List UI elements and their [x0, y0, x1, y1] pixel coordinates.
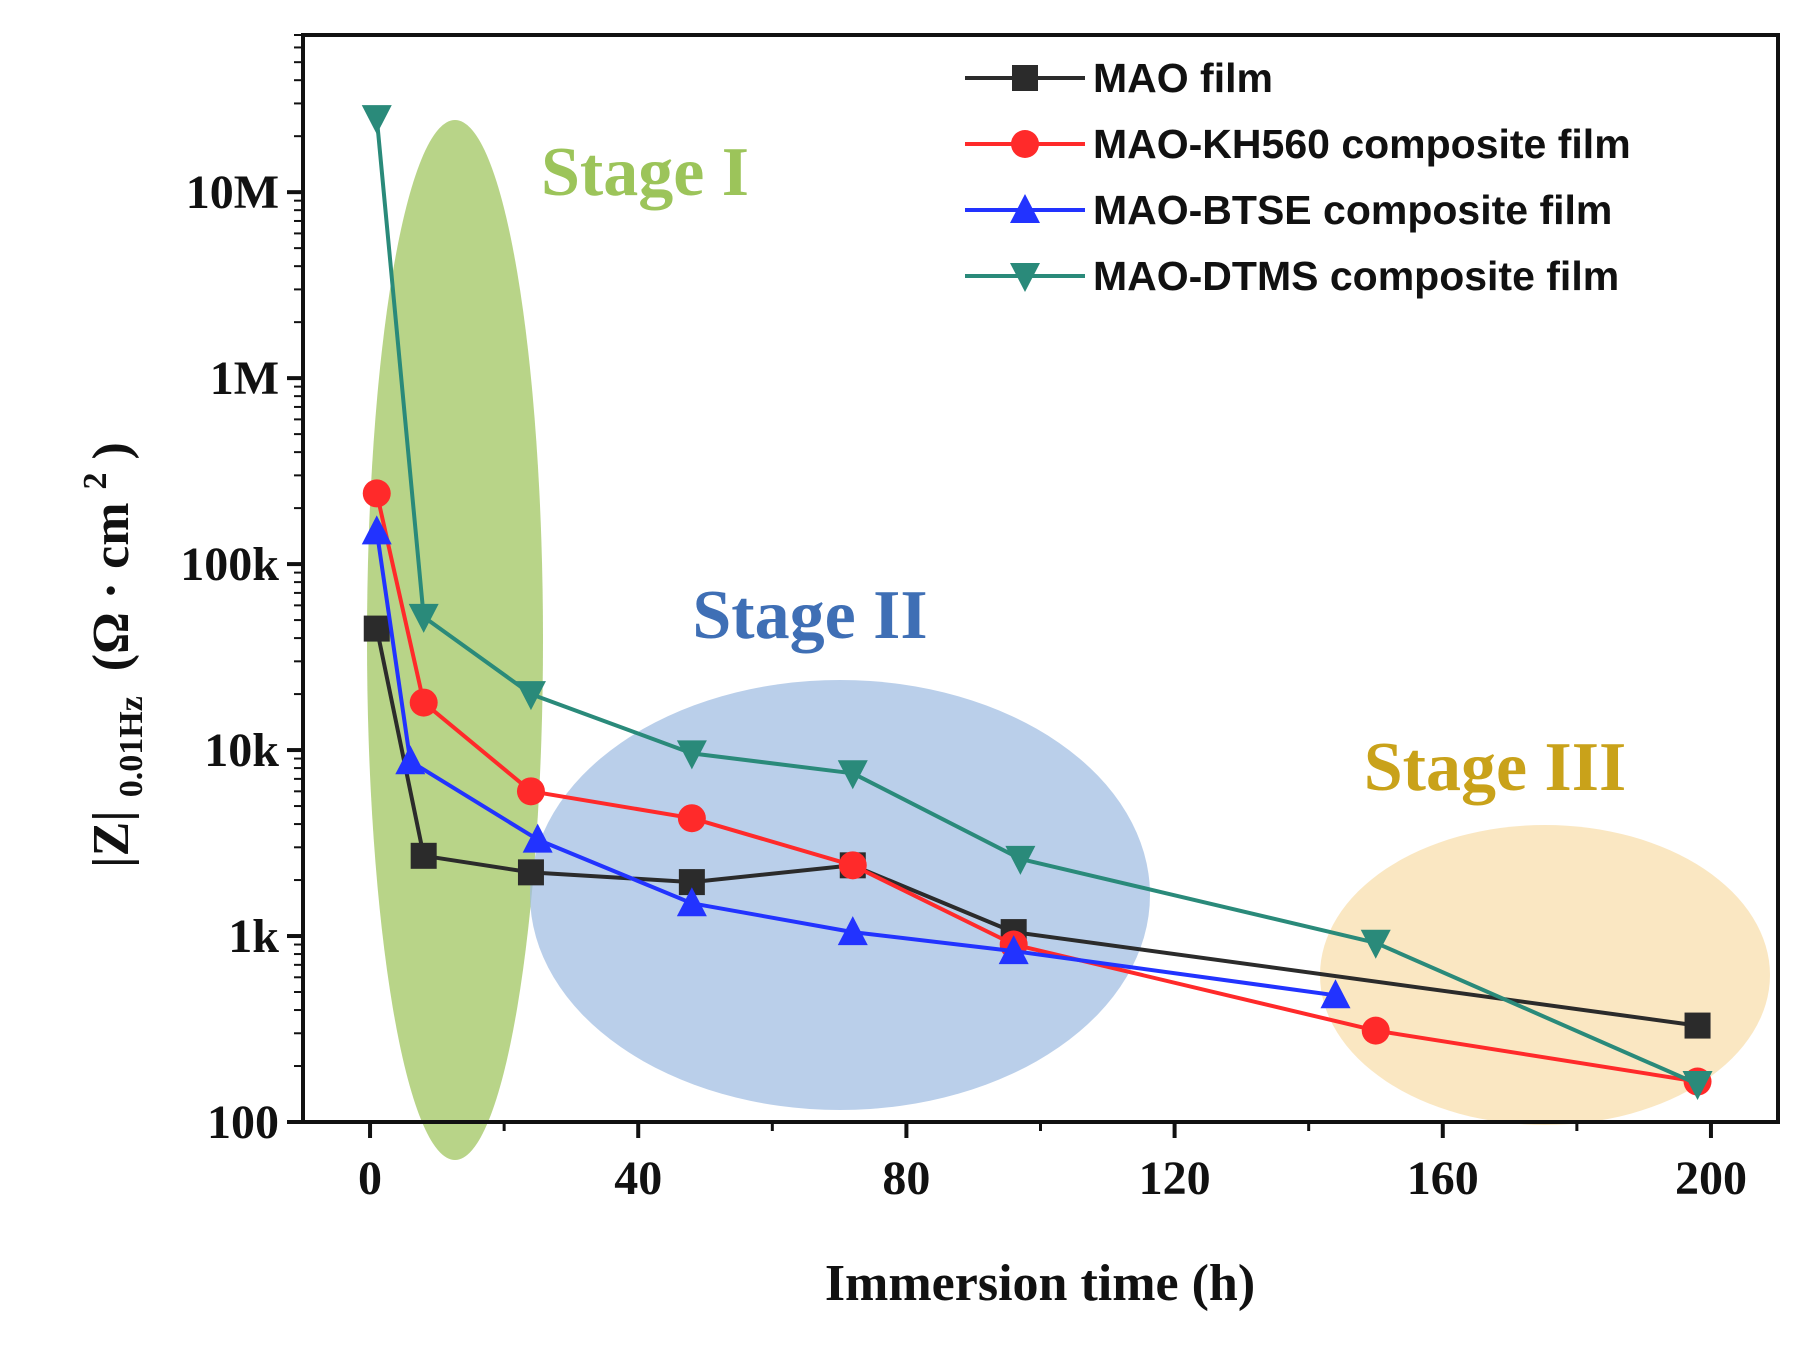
data-point-s3-7 — [1320, 979, 1351, 1009]
legend-marker-4 — [1010, 263, 1040, 292]
x-tick-label-4: 120 — [1139, 1152, 1211, 1205]
x-axis-title: Immersion time (h) — [825, 1255, 1255, 1312]
data-point-s3-6 — [998, 935, 1029, 965]
data-point-s3-1 — [361, 515, 392, 545]
x-tick-label-5: 160 — [1407, 1152, 1479, 1205]
stage-label-2: Stage II — [692, 577, 927, 654]
y-axis-title: |Z| 0.01Hz (Ω · cm 2 ) — [61, 442, 154, 868]
data-point-s4-6 — [1005, 845, 1036, 875]
data-point-s2-5 — [838, 851, 867, 880]
stage-region-2 — [530, 680, 1150, 1110]
data-point-s1-2 — [410, 842, 437, 869]
legend-item-4: MAO-DTMS composite film — [965, 253, 1619, 299]
x-tick-label-1: 0 — [358, 1152, 382, 1205]
series-4 — [361, 105, 1713, 1101]
data-point-s2-3 — [516, 777, 545, 806]
data-point-s1-1 — [363, 615, 390, 642]
legend-label-3: MAO-BTSE composite film — [1093, 187, 1612, 233]
data-point-s4-4 — [676, 740, 707, 770]
data-point-s2-4 — [677, 804, 706, 833]
legend-item-3: MAO-BTSE composite film — [965, 187, 1612, 233]
data-point-s3-5 — [837, 916, 868, 946]
data-point-s2-1 — [362, 479, 391, 508]
y-axis-title-unit-superscript: 2 — [77, 472, 114, 489]
series-layer — [361, 105, 1713, 1101]
series-3 — [361, 515, 1351, 1009]
data-point-s3-4 — [676, 887, 707, 917]
legend-marker-1 — [1012, 65, 1038, 91]
data-point-s2-2 — [409, 688, 438, 717]
series-line-2 — [374, 492, 1698, 1084]
data-point-s4-2 — [408, 603, 439, 633]
data-point-s3-3 — [522, 823, 553, 853]
legend-marker-2 — [1011, 130, 1039, 158]
data-point-s4-8 — [1682, 1071, 1713, 1101]
data-point-s4-5 — [837, 760, 868, 790]
y-axis-title-unit-close: ) — [83, 442, 140, 459]
stage-label-3: Stage III — [1364, 729, 1627, 806]
y-tick-label-4: 100k — [180, 538, 279, 591]
y-tick-label-5: 1M — [210, 352, 279, 405]
legend-marker-3 — [1010, 194, 1040, 223]
legend-label-2: MAO-KH560 composite film — [1093, 121, 1631, 167]
data-point-s1-7 — [1684, 1012, 1711, 1039]
stage-regions — [367, 120, 1770, 1160]
data-point-s3-2 — [395, 745, 426, 775]
legend-label-4: MAO-DTMS composite film — [1093, 253, 1619, 299]
axes: 0 40 80 120 160 200 100 1k 10k 100k 1M 10M — [180, 33, 1780, 1205]
legend-item-1: MAO film — [965, 55, 1273, 101]
legend-item-2: MAO-KH560 composite film — [965, 121, 1631, 167]
y-axis-title-subscript: 0.01Hz — [113, 696, 150, 797]
legend: MAO film MAO-KH560 composite film MAO-BTSE… — [965, 55, 1631, 299]
data-point-s4-3 — [515, 681, 546, 711]
data-point-s4-7 — [1360, 929, 1391, 959]
data-point-s4-1 — [361, 105, 392, 135]
stage-labels: Stage I Stage II Stage III — [541, 134, 1626, 806]
y-tick-label-6: 10M — [186, 166, 279, 219]
y-axis-title-main: |Z| — [83, 810, 140, 868]
y-axis-title-unit: (Ω · cm — [83, 502, 140, 671]
stage-region-3 — [1320, 825, 1770, 1125]
y-tick-label-3: 10k — [204, 724, 279, 777]
series-line-4 — [374, 118, 1699, 1086]
x-tick-label-3: 80 — [882, 1152, 930, 1205]
x-tick-label-2: 40 — [614, 1152, 662, 1205]
data-point-s2-7 — [1361, 1016, 1390, 1045]
legend-label-1: MAO film — [1093, 55, 1273, 101]
x-tick-label-6: 200 — [1675, 1152, 1747, 1205]
y-tick-label-2: 1k — [228, 910, 279, 963]
data-point-s1-3 — [517, 859, 544, 886]
y-tick-label-1: 100 — [207, 1096, 279, 1149]
stage-label-1: Stage I — [541, 134, 749, 211]
